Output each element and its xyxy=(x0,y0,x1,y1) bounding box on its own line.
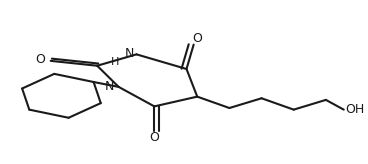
Text: O: O xyxy=(35,53,45,66)
Text: H: H xyxy=(111,58,119,68)
Text: N: N xyxy=(105,80,114,92)
Text: O: O xyxy=(149,131,159,144)
Text: OH: OH xyxy=(346,103,365,116)
Text: O: O xyxy=(192,32,202,45)
Text: N: N xyxy=(125,47,134,60)
